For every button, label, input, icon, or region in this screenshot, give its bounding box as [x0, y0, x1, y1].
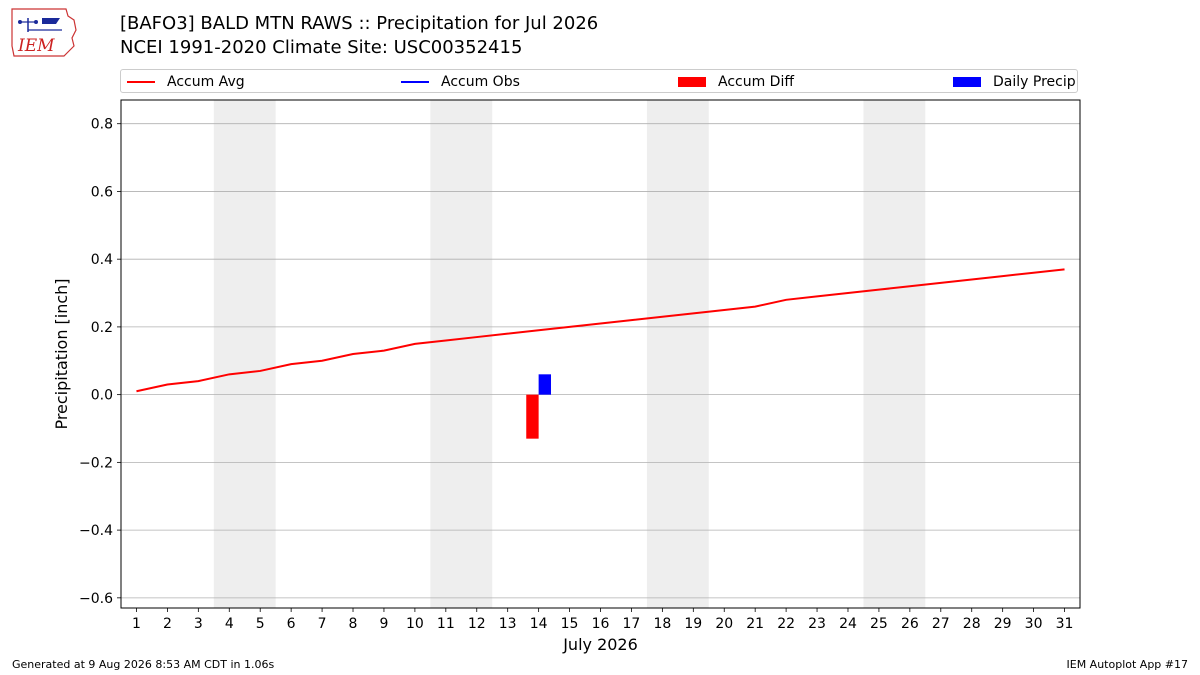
legend-swatch-accum-avg: [127, 81, 155, 83]
x-tick-label: 3: [194, 616, 203, 632]
x-tick-label: 22: [777, 616, 795, 632]
x-axis-label: July 2026: [562, 635, 638, 654]
legend-label-accum-obs: Accum Obs: [441, 74, 520, 90]
x-tick-label: 6: [287, 616, 296, 632]
legend-swatch-accum-diff: [678, 77, 706, 87]
x-tick-label: 13: [499, 616, 517, 632]
chart-title: [BAFO3] BALD MTN RAWS :: Precipitation f…: [120, 13, 599, 34]
x-tick-label: 21: [746, 616, 764, 632]
x-tick-label: 29: [994, 616, 1012, 632]
legend-item-accum-obs: Accum Obs: [401, 73, 520, 91]
weekend-shade: [213, 100, 276, 608]
x-tick-label: 30: [1025, 616, 1043, 632]
x-tick-label: 18: [653, 616, 671, 632]
x-tick-label: 10: [406, 616, 424, 632]
x-tick-label: 27: [932, 616, 950, 632]
x-tick-label: 11: [437, 616, 455, 632]
bar-accum-diff: [526, 394, 539, 439]
legend-item-daily-precip: Daily Precip: [953, 73, 1076, 91]
x-tick-label: 9: [379, 616, 388, 632]
chart-legend: Accum Avg Accum Obs Accum Diff Daily Pre…: [120, 69, 1078, 93]
x-tick-label: 8: [349, 616, 358, 632]
x-tick-label: 24: [839, 616, 857, 632]
footer-generated-text: Generated at 9 Aug 2026 8:53 AM CDT in 1…: [12, 658, 275, 671]
x-tick-label: 23: [808, 616, 826, 632]
y-tick-label: 0.2: [91, 320, 113, 336]
legend-label-accum-diff: Accum Diff: [718, 74, 795, 90]
x-tick-label: 5: [256, 616, 265, 632]
y-tick-label: −0.4: [79, 523, 113, 539]
bar-daily-precip: [538, 374, 552, 395]
x-tick-label: 25: [870, 616, 888, 632]
legend-item-accum-diff: Accum Diff: [678, 73, 794, 91]
x-tick-label: 2: [163, 616, 172, 632]
x-tick-label: 20: [715, 616, 733, 632]
x-tick-label: 28: [963, 616, 981, 632]
x-tick-label: 4: [225, 616, 234, 632]
y-tick-label: 0.0: [91, 388, 113, 404]
y-tick-label: −0.6: [79, 591, 113, 607]
x-tick-label: 16: [592, 616, 610, 632]
x-tick-label: 19: [684, 616, 702, 632]
x-tick-label: 31: [1056, 616, 1074, 632]
y-tick-label: −0.2: [79, 455, 113, 471]
legend-swatch-daily-precip: [953, 77, 981, 87]
legend-item-accum-avg: Accum Avg: [127, 73, 245, 91]
x-tick-label: 17: [623, 616, 641, 632]
legend-label-daily-precip: Daily Precip: [993, 74, 1076, 90]
x-tick-label: 26: [901, 616, 919, 632]
x-tick-label: 14: [530, 616, 548, 632]
y-axis-label: Precipitation [inch]: [52, 278, 71, 429]
weekend-shade: [430, 100, 493, 608]
weekend-shade: [863, 100, 926, 608]
chart-subtitle: NCEI 1991-2020 Climate Site: USC00352415: [120, 37, 523, 58]
x-tick-label: 7: [318, 616, 327, 632]
footer-app-text: IEM Autoplot App #17: [1066, 658, 1189, 671]
weekend-shade: [646, 100, 709, 608]
x-tick-label: 15: [561, 616, 579, 632]
y-tick-label: 0.4: [91, 252, 113, 268]
svg-text:IEM: IEM: [17, 36, 55, 56]
x-tick-label: 12: [468, 616, 486, 632]
y-tick-label: 0.8: [91, 117, 113, 133]
x-tick-label: 1: [132, 616, 141, 632]
iem-logo: IEM: [11, 8, 77, 57]
y-tick-label: 0.6: [91, 184, 113, 200]
legend-swatch-accum-obs: [401, 81, 429, 83]
legend-label-accum-avg: Accum Avg: [167, 74, 245, 90]
plot-frame: [120, 99, 1081, 609]
series-line-accum-avg: [136, 268, 1065, 393]
